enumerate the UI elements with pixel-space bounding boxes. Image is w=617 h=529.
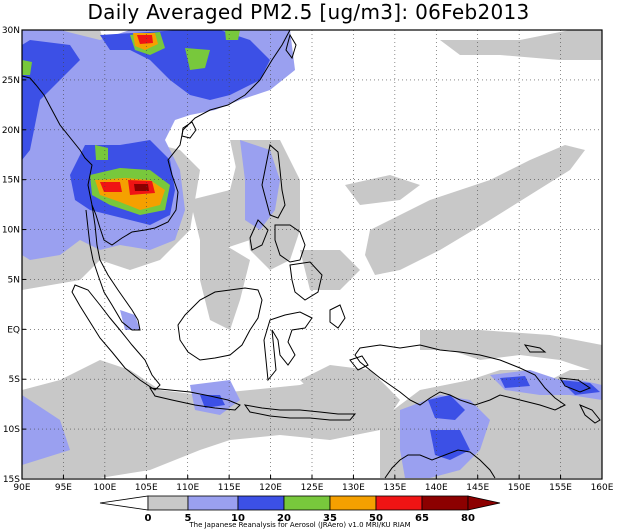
colorbar-upper-extension [467,495,501,511]
x-tick-label: 145E [466,483,489,493]
colorbar-swatch [237,495,285,511]
y-tick-label: 5S [9,375,21,385]
pm25-field [22,30,602,478]
x-tick-label: 150E [508,483,531,493]
colorbar-swatch [147,495,189,511]
map-title: Daily Averaged PM2.5 [ug/m3]: 06Feb2013 [87,0,530,24]
x-tick-label: 90E [13,483,30,493]
colorbar-level-label: 65 [415,513,429,524]
colorbar-swatch [329,495,377,511]
x-tick-label: 100E [93,483,116,493]
y-tick-label: 15S [3,475,20,485]
y-tick-label: 10S [3,425,20,435]
colorbar-lower-extension [99,495,149,511]
y-axis-ticks: 30N 25N 20N 15N 10N 5N EQ 5S 10S 15S [2,26,26,485]
colorbar-level-label: 80 [461,513,475,524]
colorbar [99,495,501,511]
grid-lines [22,30,602,479]
y-tick-label: 20N [2,126,20,136]
colorbar-swatch [421,495,469,511]
x-tick-label: 125E [301,483,324,493]
pm25-above-80-region [134,184,149,191]
y-tick-label: 25N [2,76,20,86]
colorbar-level-label: 20 [277,513,291,524]
colorbar-labels: 0 5 10 20 35 50 65 80 [145,513,475,524]
colorbar-level-label: 10 [231,513,245,524]
y-tick-label: 5N [8,275,20,285]
x-tick-label: 155E [549,483,572,493]
y-tick-label: 30N [2,26,20,36]
colorbar-level-label: 5 [185,513,192,524]
x-tick-label: 130E [342,483,365,493]
x-tick-label: 110E [176,483,199,493]
x-tick-label: 95E [55,483,72,493]
y-tick-label: EQ [7,325,20,335]
colorbar-level-label: 0 [145,513,152,524]
x-tick-label: 105E [135,483,158,493]
colorbar-swatch [187,495,239,511]
colorbar-level-label: 35 [323,513,337,524]
x-tick-label: 135E [383,483,406,493]
colorbar-swatch [375,495,423,511]
y-tick-label: 10N [2,226,20,236]
pm25-65-80-region [100,35,155,195]
x-tick-label: 140E [425,483,448,493]
coastlines [22,30,601,479]
colorbar-level-label: 50 [369,513,383,524]
y-tick-label: 15N [2,176,20,186]
credit-text: The Japanese Reanalysis for Aerosol (JRA… [188,521,410,529]
x-axis-ticks: 90E 95E 100E 105E 110E 115E 120E 125E 130E 135E 14… [13,475,614,493]
x-tick-label: 115E [218,483,241,493]
x-tick-label: 120E [259,483,282,493]
colorbar-swatch [283,495,331,511]
x-tick-label: 160E [591,483,614,493]
